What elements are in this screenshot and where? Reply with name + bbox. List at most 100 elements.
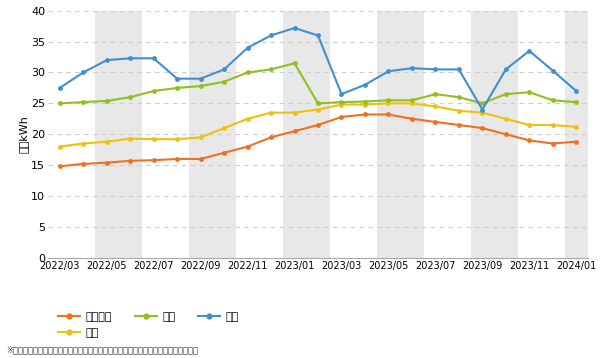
- 特別高圧: [361, 112, 368, 117]
- 電灯: [549, 98, 556, 102]
- 電力: [197, 77, 204, 81]
- 電力: [314, 33, 322, 38]
- 高圧: [197, 135, 204, 140]
- 電灯: [455, 95, 463, 99]
- 高圧: [572, 125, 580, 129]
- 特別高圧: [455, 123, 463, 127]
- 電力: [338, 92, 345, 96]
- 電力: [103, 58, 110, 62]
- 特別高圧: [80, 162, 87, 166]
- 特別高圧: [197, 157, 204, 161]
- 電灯: [526, 90, 533, 95]
- 高圧: [291, 111, 298, 115]
- 特別高圧: [549, 141, 556, 146]
- 電灯: [103, 99, 110, 103]
- 電灯: [409, 98, 416, 102]
- 特別高圧: [173, 157, 181, 161]
- 電力: [361, 83, 368, 87]
- 電灯: [127, 95, 134, 99]
- 電灯: [338, 100, 345, 104]
- 特別高圧: [432, 120, 439, 124]
- Bar: [565, 11, 588, 258]
- 電力: [150, 56, 157, 61]
- 特別高圧: [127, 159, 134, 163]
- 特別高圧: [479, 126, 486, 130]
- 特別高圧: [314, 123, 322, 127]
- 高圧: [314, 107, 322, 112]
- 電力: [409, 66, 416, 70]
- 電力: [479, 107, 486, 112]
- 高圧: [173, 137, 181, 141]
- 高圧: [432, 104, 439, 108]
- 電力: [244, 45, 251, 50]
- 高圧: [526, 123, 533, 127]
- 電力: [549, 68, 556, 73]
- 高圧: [361, 102, 368, 107]
- 電灯: [244, 70, 251, 75]
- 特別高圧: [56, 164, 64, 169]
- 電力: [56, 86, 64, 90]
- 高圧: [220, 126, 227, 130]
- Text: ※消費税および再生可能エネルギー発電促進賦課金は含まない単価となっております: ※消費税および再生可能エネルギー発電促進賦課金は含まない単価となっております: [6, 345, 198, 354]
- 電灯: [220, 79, 227, 84]
- 高圧: [385, 101, 392, 106]
- 電灯: [80, 100, 87, 104]
- 高圧: [409, 101, 416, 106]
- 高圧: [502, 117, 509, 121]
- 高圧: [103, 140, 110, 144]
- 電力: [127, 56, 134, 61]
- Line: 電力: 電力: [58, 26, 578, 112]
- Line: 高圧: 高圧: [58, 101, 578, 149]
- Legend: 特別高圧, 高圧, 電灯, 電力: 特別高圧, 高圧, 電灯, 電力: [53, 308, 243, 342]
- 電力: [80, 70, 87, 75]
- 電灯: [268, 67, 275, 72]
- 特別高圧: [268, 135, 275, 140]
- 高圧: [268, 111, 275, 115]
- 高圧: [549, 123, 556, 127]
- Bar: [95, 11, 142, 258]
- 電灯: [502, 92, 509, 96]
- Line: 電灯: 電灯: [58, 61, 578, 106]
- 特別高圧: [338, 115, 345, 119]
- 特別高圧: [385, 112, 392, 117]
- 特別高圧: [502, 132, 509, 136]
- 高圧: [455, 108, 463, 113]
- 電灯: [432, 92, 439, 96]
- 電力: [572, 89, 580, 93]
- 電灯: [197, 84, 204, 88]
- Line: 特別高圧: 特別高圧: [58, 112, 578, 169]
- 特別高圧: [220, 151, 227, 155]
- 電灯: [150, 89, 157, 93]
- 電力: [220, 67, 227, 72]
- Bar: [189, 11, 236, 258]
- 電力: [268, 33, 275, 38]
- 電灯: [173, 86, 181, 90]
- 高圧: [127, 136, 134, 141]
- 特別高圧: [526, 138, 533, 142]
- Bar: [283, 11, 330, 258]
- 特別高圧: [103, 160, 110, 165]
- 電力: [526, 49, 533, 53]
- 特別高圧: [409, 117, 416, 121]
- 電力: [385, 69, 392, 73]
- 電灯: [479, 101, 486, 106]
- 電灯: [572, 100, 580, 104]
- 電力: [432, 67, 439, 72]
- 電灯: [361, 100, 368, 104]
- 電灯: [385, 98, 392, 102]
- 電力: [173, 77, 181, 81]
- 高圧: [56, 144, 64, 149]
- Bar: [377, 11, 424, 258]
- 電灯: [291, 61, 298, 66]
- 高圧: [150, 137, 157, 141]
- 高圧: [80, 141, 87, 146]
- 特別高圧: [572, 140, 580, 144]
- 特別高圧: [150, 158, 157, 162]
- 高圧: [244, 117, 251, 121]
- 特別高圧: [291, 129, 298, 133]
- 電力: [502, 67, 509, 72]
- 電灯: [56, 101, 64, 106]
- 電灯: [314, 101, 322, 106]
- 特別高圧: [244, 144, 251, 149]
- 電力: [455, 67, 463, 72]
